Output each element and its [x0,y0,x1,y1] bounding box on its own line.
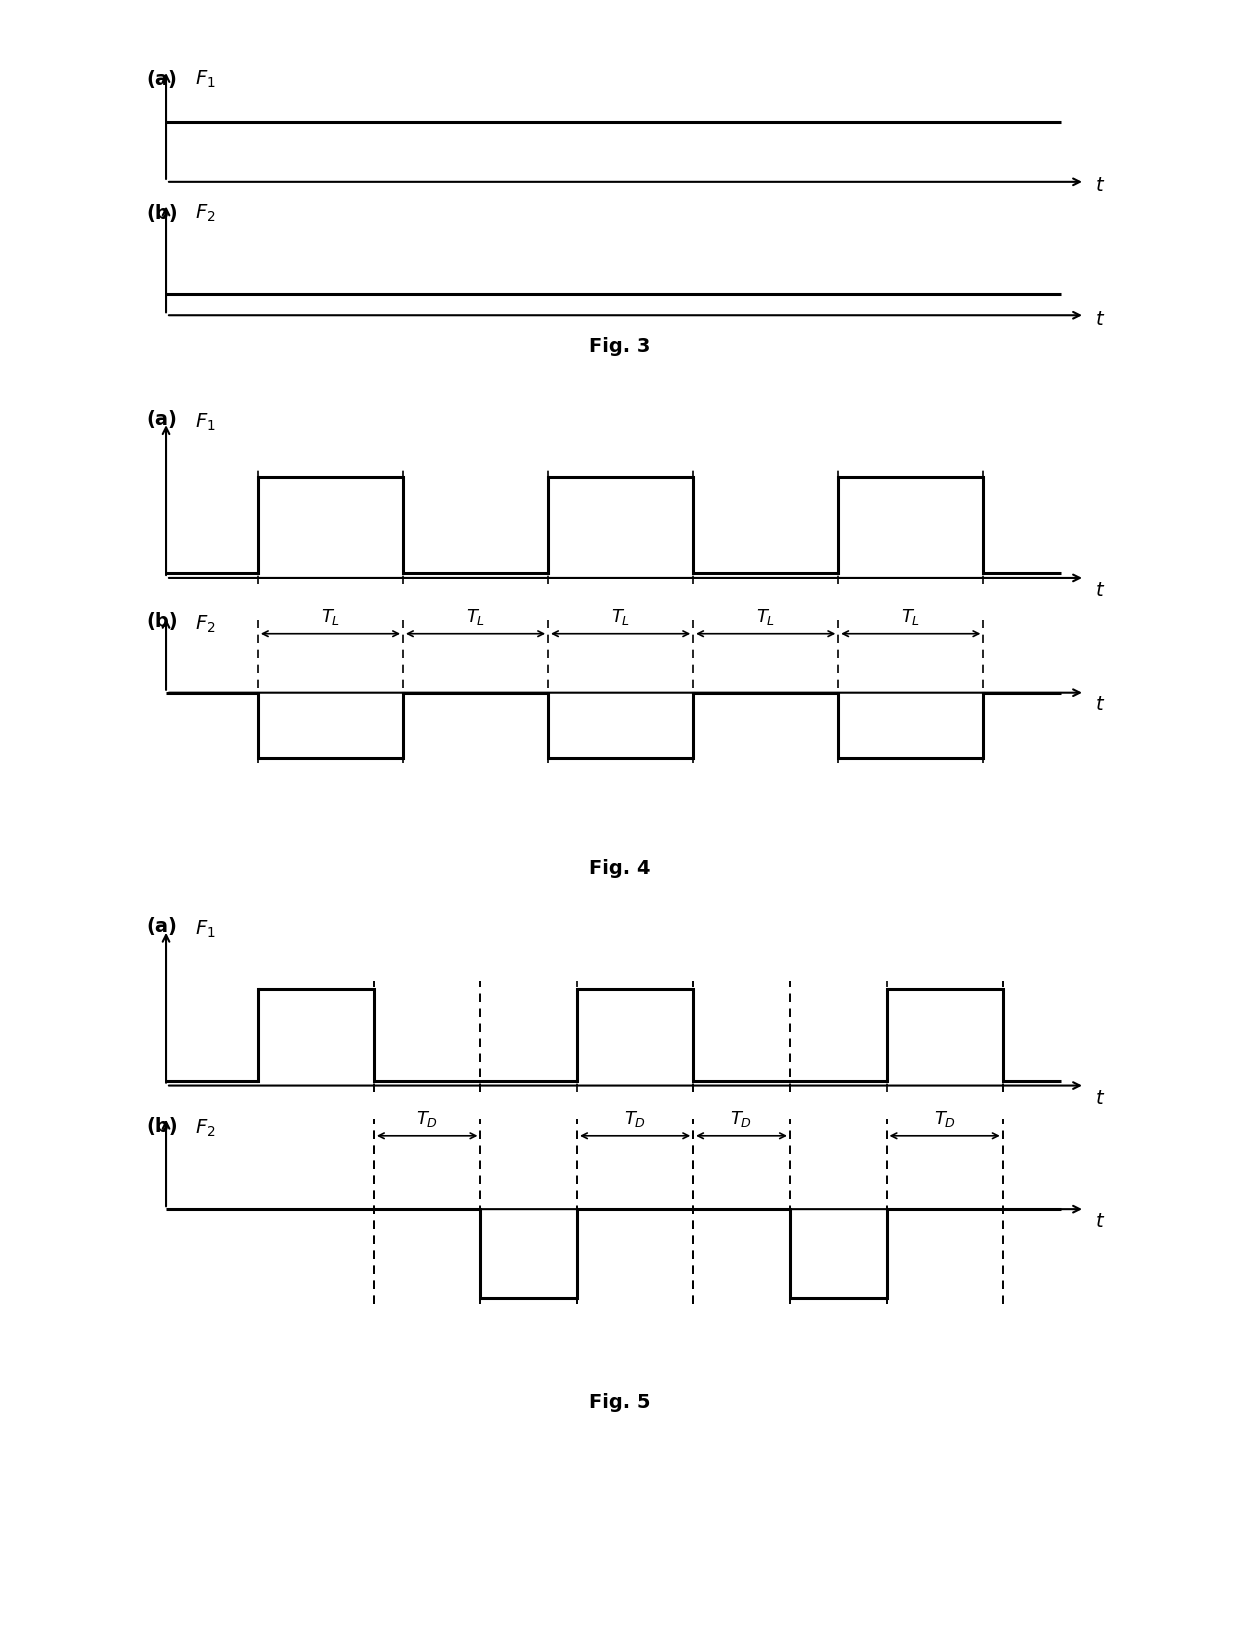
Text: $F_2$: $F_2$ [195,1118,216,1139]
Text: $T_L$: $T_L$ [756,607,775,626]
Text: $t$: $t$ [1095,1088,1105,1108]
Text: (b): (b) [146,1116,179,1136]
Text: $T_D$: $T_D$ [934,1108,956,1129]
Text: $F_1$: $F_1$ [195,68,216,89]
Text: (a): (a) [146,70,177,89]
Text: (b): (b) [146,612,179,631]
Text: Fig. 3: Fig. 3 [589,337,651,356]
Text: $T_D$: $T_D$ [730,1108,753,1129]
Text: $F_2$: $F_2$ [195,202,216,223]
Text: $t$: $t$ [1095,309,1105,329]
Text: Fig. 4: Fig. 4 [589,859,651,879]
Text: $T_L$: $T_L$ [321,607,340,626]
Text: $T_L$: $T_L$ [466,607,485,626]
Text: $T_L$: $T_L$ [611,607,630,626]
Text: $F_2$: $F_2$ [195,613,216,635]
Text: $t$: $t$ [1095,581,1105,600]
Text: $F_1$: $F_1$ [195,412,216,433]
Text: $T_D$: $T_D$ [417,1108,438,1129]
Text: Fig. 5: Fig. 5 [589,1393,651,1412]
Text: (b): (b) [146,203,179,223]
Text: $F_1$: $F_1$ [195,919,216,940]
Text: $t$: $t$ [1095,176,1105,195]
Text: (a): (a) [146,918,177,937]
Text: $T_L$: $T_L$ [901,607,920,626]
Text: (a): (a) [146,410,177,430]
Text: $t$: $t$ [1095,695,1105,714]
Text: $t$: $t$ [1095,1212,1105,1230]
Text: $T_D$: $T_D$ [624,1108,646,1129]
